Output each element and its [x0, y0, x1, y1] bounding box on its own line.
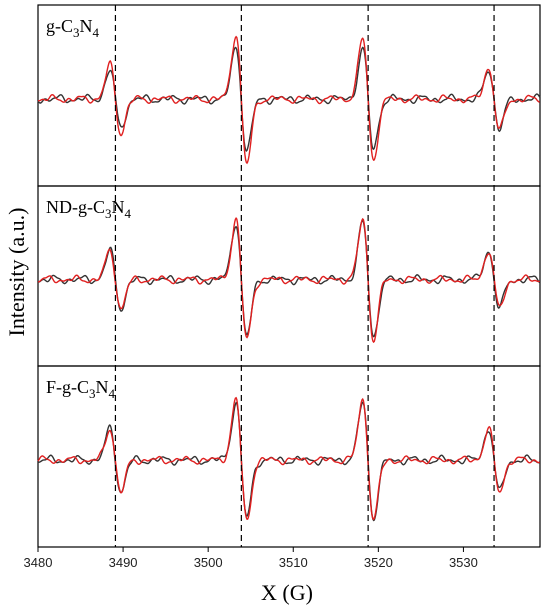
x-tick-label: 3530 — [449, 555, 478, 570]
panel-label-1: g-C3N4 — [46, 16, 100, 40]
x-tick-label: 3510 — [279, 555, 308, 570]
series-black-line — [37, 401, 540, 522]
panel-label-2: ND-g-C3N4 — [46, 197, 132, 221]
series-black-line — [37, 46, 541, 152]
x-tick-label: 3480 — [24, 555, 53, 570]
panels-layer — [37, 4, 541, 548]
panel-frame — [37, 365, 541, 548]
panel-frame — [37, 4, 541, 187]
y-axis-title: Intensity (a.u.) — [4, 208, 29, 337]
x-tick-label: 3520 — [364, 555, 393, 570]
panel-3 — [37, 365, 541, 548]
x-axis: 3480 3490 3500 3510 3520 3530 — [24, 547, 478, 570]
series-red-line — [37, 35, 540, 165]
panel-label-3: F-g-C3N4 — [46, 377, 116, 401]
panel-labels: g-C3N4 ND-g-C3N4 F-g-C3N4 — [46, 16, 132, 401]
peak-markers — [114, 5, 495, 547]
x-tick-label: 3500 — [194, 555, 223, 570]
series-red-line — [37, 396, 540, 521]
x-tick-label: 3490 — [109, 555, 138, 570]
panel-1 — [37, 4, 541, 187]
x-axis-title: X (G) — [261, 580, 313, 605]
series-red-line — [37, 216, 540, 344]
